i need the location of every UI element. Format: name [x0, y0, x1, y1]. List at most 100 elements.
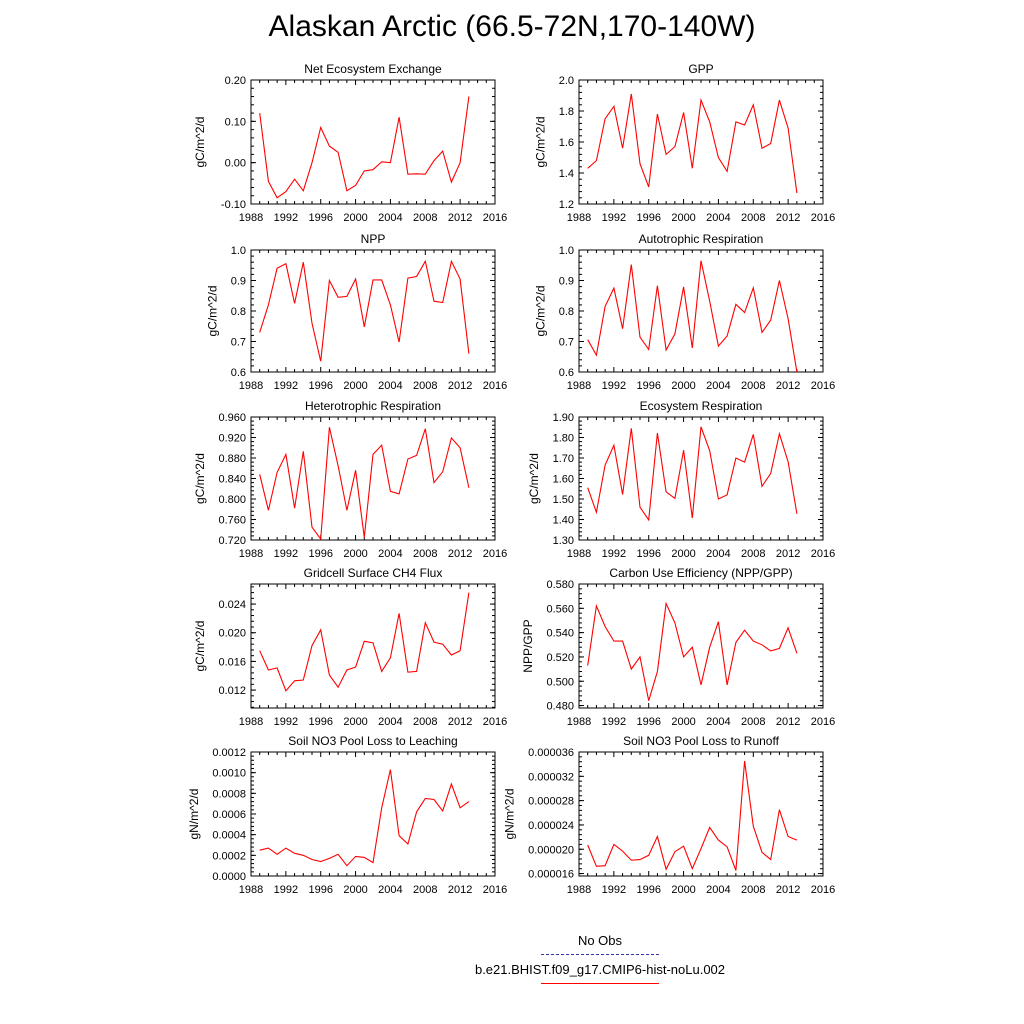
y-tick-label: 0.0012 [212, 747, 246, 759]
y-tick-label: -0.10 [221, 199, 246, 211]
x-tick-label: 1988 [239, 548, 263, 560]
x-tick-label: 1996 [636, 548, 660, 560]
chart-panel-5: 1988 1992 1996 2000 2004 2008 2012 2016 0.720 0.7… [193, 399, 507, 560]
series-line [587, 426, 798, 522]
x-tick-label: 1992 [602, 212, 626, 224]
x-tick-label: 2016 [811, 716, 835, 728]
x-tick-label: 2008 [741, 548, 765, 560]
y-tick-label: 1.90 [553, 412, 574, 424]
chart-panel-8: 1988 1992 1996 2000 2004 2008 2012 2016 0.480 0.5… [521, 566, 835, 728]
x-tick-label: 1988 [567, 884, 591, 896]
x-tick-label: 1996 [636, 716, 660, 728]
chart-panel-3: 1988 1992 1996 2000 2004 2008 2012 2016 0.6 0.7 0.… [205, 232, 507, 392]
series-line [587, 601, 798, 701]
series-line [587, 260, 798, 373]
plot-frame [250, 79, 496, 205]
x-tick-label: 2016 [811, 884, 835, 896]
y-tick-label: 0.000028 [528, 796, 574, 808]
y-tick-label: 0.520 [546, 652, 574, 664]
y-tick-label: 0.000036 [528, 747, 574, 759]
y-tick-label: 0.0008 [212, 788, 246, 800]
x-tick-label: 2000 [343, 212, 367, 224]
y-tick-label: 0.8 [231, 306, 246, 318]
x-tick-label: 2012 [448, 884, 472, 896]
y-tick-label: 0.000016 [528, 869, 574, 881]
x-tick-label: 2004 [706, 884, 730, 896]
y-tick-label: 0.000020 [528, 844, 574, 856]
y-axis-label: gC/m^2/d [193, 453, 207, 504]
x-tick-label: 2004 [706, 548, 730, 560]
x-tick-label: 1996 [636, 380, 660, 392]
x-tick-label: 1996 [308, 884, 332, 896]
x-tick-label: 1992 [602, 380, 626, 392]
x-tick-label: 2000 [671, 884, 695, 896]
x-tick-label: 1996 [308, 716, 332, 728]
x-tick-label: 2004 [378, 716, 402, 728]
x-tick-label: 2012 [776, 884, 800, 896]
x-tick-label: 2008 [741, 884, 765, 896]
x-tick-label: 2012 [448, 716, 472, 728]
x-tick-label: 1988 [239, 884, 263, 896]
x-tick-label: 2000 [343, 548, 367, 560]
x-tick-label: 2008 [741, 380, 765, 392]
plot-frame [250, 249, 496, 373]
x-tick-label: 1996 [308, 380, 332, 392]
x-tick-label: 1992 [274, 716, 298, 728]
y-tick-label: 0.720 [218, 535, 246, 547]
x-tick-label: 2012 [448, 212, 472, 224]
x-tick-label: 2000 [343, 380, 367, 392]
panel-title: GPP [688, 62, 713, 76]
y-tick-label: 0.560 [546, 603, 574, 615]
plot-frame [578, 79, 824, 205]
y-tick-label: 0.0004 [212, 830, 246, 842]
x-tick-label: 1992 [602, 548, 626, 560]
y-tick-label: 0.480 [546, 701, 574, 713]
y-axis-label: gC/m^2/d [527, 453, 541, 504]
y-tick-label: 0.000024 [528, 820, 574, 832]
plot-frame [578, 583, 824, 709]
chart-panel-9: 1988 1992 1996 2000 2004 2008 2012 2016 0.0000 0.… [187, 734, 507, 896]
chart-panel-2: 1988 1992 1996 2000 2004 2008 2012 2016 1.2 1.4 1.… [533, 62, 835, 224]
y-tick-label: 0.7 [231, 337, 246, 349]
panel-title: Soil NO3 Pool Loss to Leaching [288, 734, 457, 748]
x-tick-label: 1996 [308, 548, 332, 560]
chart-panel-1: 1988 1992 1996 2000 2004 2008 2012 2016 -0.10 0.0… [193, 62, 507, 224]
x-tick-label: 2012 [776, 548, 800, 560]
chart-panel-7: 1988 1992 1996 2000 2004 2008 2012 2016 0.012 0.0… [193, 566, 507, 728]
panel-title: Heterotrophic Respiration [305, 399, 441, 413]
figure-title: Alaskan Arctic (66.5-72N,170-140W) [268, 10, 756, 43]
y-tick-label: 0.500 [546, 676, 574, 688]
x-tick-label: 2012 [776, 212, 800, 224]
y-tick-label: 0.9 [231, 276, 246, 288]
y-tick-label: 0.016 [218, 656, 246, 668]
x-tick-label: 2016 [811, 212, 835, 224]
y-tick-label: 0.920 [218, 433, 246, 445]
y-tick-label: 1.70 [553, 453, 574, 465]
y-tick-label: 1.6 [559, 137, 574, 149]
x-tick-label: 2004 [378, 884, 402, 896]
x-tick-label: 1996 [308, 212, 332, 224]
x-tick-label: 2004 [378, 548, 402, 560]
y-tick-label: 0.020 [218, 628, 246, 640]
y-axis-label: gC/m^2/d [193, 621, 207, 672]
x-tick-label: 2016 [483, 380, 507, 392]
panel-title: NPP [361, 232, 386, 246]
y-axis-label: gN/m^2/d [502, 789, 516, 840]
y-tick-label: 1.30 [553, 535, 574, 547]
x-tick-label: 1992 [274, 212, 298, 224]
x-tick-label: 2004 [706, 380, 730, 392]
y-tick-label: 0.10 [225, 116, 246, 128]
y-tick-label: 1.8 [559, 106, 574, 118]
y-tick-label: 2.0 [559, 75, 574, 87]
x-tick-label: 2000 [671, 716, 695, 728]
y-tick-label: 0.8 [559, 306, 574, 318]
panel-title: Soil NO3 Pool Loss to Runoff [623, 734, 780, 748]
x-tick-label: 2004 [378, 212, 402, 224]
plot-frame [250, 751, 496, 877]
y-tick-label: 0.6 [559, 367, 574, 379]
x-tick-label: 1988 [567, 380, 591, 392]
legend-label-no-obs: No Obs [577, 933, 623, 948]
y-axis-label: gN/m^2/d [187, 789, 201, 840]
x-tick-label: 1992 [274, 380, 298, 392]
